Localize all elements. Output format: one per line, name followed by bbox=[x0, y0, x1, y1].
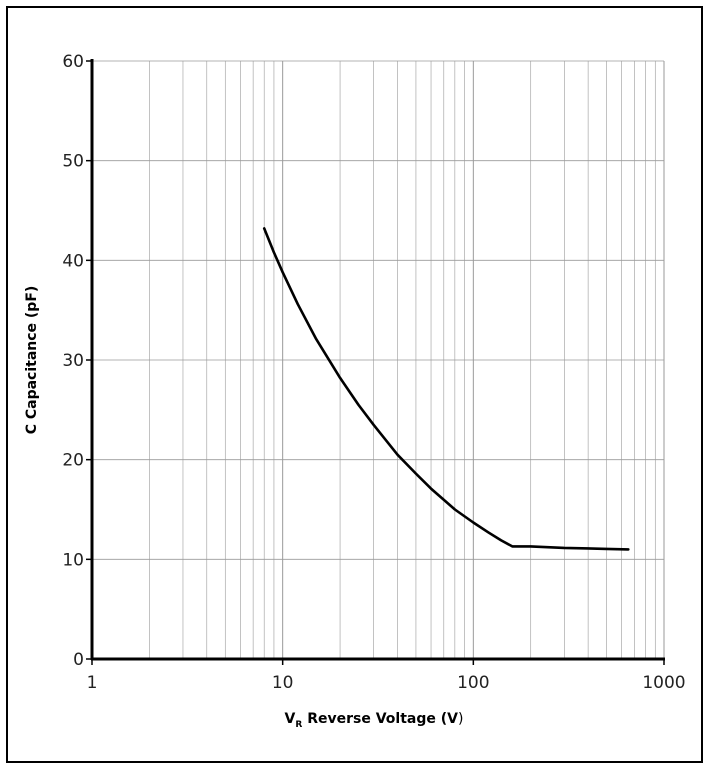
x-tick-label: 1000 bbox=[642, 673, 685, 693]
y-tick-label: 30 bbox=[62, 351, 84, 371]
y-tick-label: 10 bbox=[62, 550, 84, 570]
x-axis-label-text: Reverse Voltage ( bbox=[302, 711, 447, 727]
y-tick-label: 40 bbox=[62, 251, 84, 271]
axes bbox=[86, 59, 665, 665]
series bbox=[262, 227, 630, 551]
capacitance-curve bbox=[262, 227, 630, 551]
tick-labels: 0 10 20 30 40 50 60 1 10 100 1000 bbox=[62, 52, 685, 693]
y-tick-label: 50 bbox=[62, 152, 84, 172]
x-axis-label: VR Reverse Voltage (V) bbox=[285, 711, 464, 730]
x-axis-label-close: ) bbox=[458, 711, 463, 727]
y-tick-label: 60 bbox=[62, 52, 84, 72]
x-tick-label: 10 bbox=[272, 673, 294, 693]
y-tick-label: 20 bbox=[62, 451, 84, 471]
x-axis-label-symbol: V bbox=[285, 711, 296, 727]
x-axis-label-subscript: R bbox=[295, 720, 302, 730]
y-axis-label: C Capacitance (pF) bbox=[24, 286, 40, 435]
x-axis-label-unit: V bbox=[447, 711, 458, 727]
x-tick-label: 100 bbox=[457, 673, 489, 693]
grid bbox=[92, 60, 665, 659]
chart-frame bbox=[6, 6, 703, 763]
y-tick-label: 0 bbox=[73, 650, 84, 670]
x-tick-label: 1 bbox=[87, 673, 98, 693]
